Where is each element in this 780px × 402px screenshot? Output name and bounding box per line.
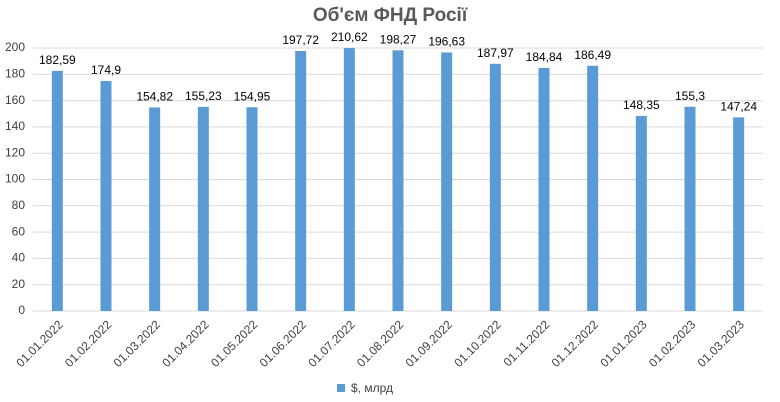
x-tick-label: 01.07.2022 (305, 317, 358, 370)
bar (441, 52, 453, 311)
value-label: 186,49 (574, 48, 611, 62)
y-tick-label: 40 (12, 251, 26, 265)
bar (684, 106, 696, 311)
value-label: 174,9 (91, 63, 121, 77)
legend-swatch (337, 384, 345, 392)
y-tick-label: 180 (5, 66, 25, 80)
y-tick-label: 100 (5, 172, 25, 186)
bar (489, 63, 501, 311)
y-tick-label: 60 (12, 224, 26, 238)
bar (149, 107, 161, 311)
bar (51, 70, 63, 311)
value-label: 155,23 (185, 89, 222, 103)
value-label: 148,35 (623, 98, 660, 112)
value-label: 155,3 (675, 89, 705, 103)
bar (100, 81, 112, 311)
y-tick-label: 0 (18, 303, 25, 317)
plot-area (51, 48, 745, 312)
value-label: 154,82 (136, 90, 173, 104)
y-tick-label: 80 (12, 198, 26, 212)
bar (587, 65, 599, 311)
value-label: 197,72 (282, 33, 319, 47)
x-tick-label: 01.05.2022 (208, 317, 261, 370)
y-tick-label: 20 (12, 277, 26, 291)
x-tick-label: 01.10.2022 (451, 317, 504, 370)
bar (295, 50, 307, 311)
y-tick-label: 140 (5, 119, 25, 133)
x-tick-label: 01.03.2023 (695, 317, 748, 370)
bar (197, 106, 209, 311)
x-tick-label: 01.01.2023 (597, 317, 650, 370)
bar (392, 50, 404, 311)
x-tick-label: 01.02.2022 (62, 317, 115, 370)
x-tick-label: 01.12.2022 (549, 317, 602, 370)
x-tick-label: 01.01.2022 (13, 317, 66, 370)
value-label: 198,27 (380, 32, 417, 46)
value-label: 184,84 (526, 50, 563, 64)
x-tick-label: 01.04.2022 (159, 317, 212, 370)
value-label: 154,95 (234, 89, 271, 103)
x-tick-label: 01.11.2022 (501, 317, 553, 369)
y-tick-label: 200 (5, 40, 25, 54)
x-tick-label: 01.02.2023 (646, 317, 699, 370)
x-tick-label: 01.08.2022 (354, 317, 407, 370)
x-tick-label: 01.09.2022 (403, 317, 456, 370)
x-tick-label: 01.06.2022 (257, 317, 310, 370)
value-label: 210,62 (331, 30, 368, 44)
y-tick-label: 160 (5, 93, 25, 107)
bar (343, 48, 355, 311)
legend-label: $, млрд (351, 381, 393, 395)
bar (538, 67, 550, 312)
bar (635, 115, 647, 312)
bar (733, 117, 745, 312)
value-label: 196,63 (428, 35, 465, 49)
x-tick-label: 01.03.2022 (111, 317, 164, 370)
value-label: 182,59 (39, 53, 76, 67)
value-label: 147,24 (720, 100, 757, 114)
y-tick-label: 120 (5, 145, 25, 159)
bar (246, 107, 258, 311)
value-label: 187,97 (477, 46, 514, 60)
chart-title: Об'єм ФНД Росії (313, 5, 468, 26)
